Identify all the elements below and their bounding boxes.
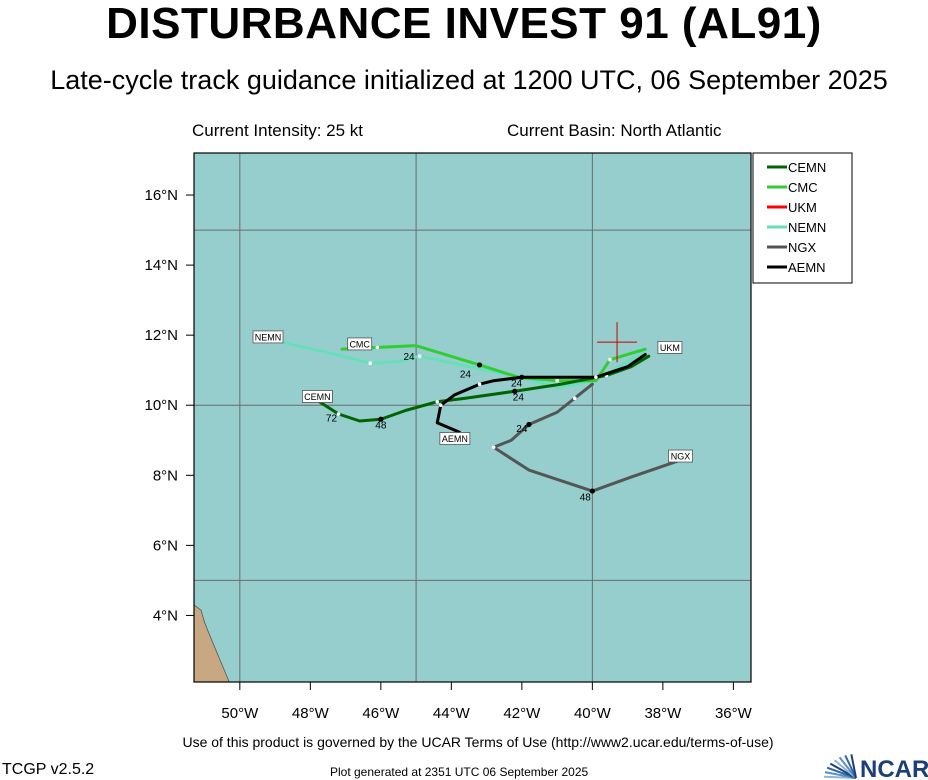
- ncar-logo-text: NCAR: [860, 756, 928, 780]
- lat-tick-label: 6°N: [153, 537, 178, 554]
- lat-tick-label: 10°N: [144, 397, 178, 414]
- model-tag-text: NGX: [671, 452, 691, 462]
- model-tag-box: [301, 390, 333, 403]
- model-tag-ngx: NGX: [668, 449, 693, 463]
- lon-tick-label: 46°W: [362, 705, 400, 722]
- version-label: TCGP v2.5.2: [2, 761, 95, 778]
- track-line-cmc: [340, 344, 647, 383]
- model-tag-text: CMC: [349, 339, 370, 349]
- lon-tick-label: 44°W: [433, 705, 471, 722]
- forecast-hour-label: 24: [460, 370, 472, 381]
- track-point-marker: [438, 403, 443, 408]
- land-area: [193, 604, 230, 683]
- model-tag-text: NEMN: [255, 332, 282, 342]
- track-point-marker: [435, 399, 440, 404]
- track-point-marker: [594, 375, 598, 380]
- forecast-hour-label: 24: [516, 424, 528, 435]
- track-line-cemn: [312, 354, 651, 423]
- model-tag-cmc: CMC: [347, 337, 373, 351]
- forecast-hour-label: 24: [403, 352, 415, 363]
- track-hour-dot: [526, 421, 532, 428]
- legend-label-cemn: CEMN: [788, 160, 826, 175]
- model-tag-box: [252, 330, 284, 344]
- model-tag-nemn: NEMN: [252, 330, 284, 344]
- model-tag-text: UKM: [660, 343, 680, 353]
- track-hour-dot: [519, 374, 525, 380]
- model-tag-box: [347, 337, 373, 351]
- track-point-marker: [572, 396, 577, 401]
- lon-tick-label: 50°W: [221, 705, 259, 722]
- track-line-ngx: [492, 382, 679, 493]
- track-hour-dot: [476, 362, 483, 368]
- forecast-hour-label: 24: [513, 392, 525, 403]
- lon-tick-label: 38°W: [644, 705, 682, 722]
- terms-of-use-notice: Use of this product is governed by the U…: [182, 734, 774, 750]
- lon-tick-label: 36°W: [715, 705, 753, 722]
- track-point-marker: [417, 354, 422, 358]
- track-point-marker: [375, 345, 380, 350]
- legend-label-cmc: CMC: [788, 180, 818, 195]
- lon-tick-label: 40°W: [574, 705, 612, 722]
- track-point-marker: [491, 445, 496, 450]
- lon-tick-label: 42°W: [503, 705, 541, 722]
- forecast-hour-label: 72: [326, 414, 338, 425]
- legend: CEMN CMC UKM NEMN NGX AEMN: [752, 152, 853, 284]
- track-point-marker: [336, 412, 341, 416]
- track-point-marker: [555, 378, 559, 383]
- ocean-background: [194, 153, 751, 682]
- legend-label-ukm: UKM: [788, 200, 817, 215]
- ncar-logo: NCAR: [824, 754, 928, 780]
- model-tag-box: [439, 432, 471, 445]
- current-basin: Current Basin: North Atlantic: [507, 121, 722, 140]
- lat-tick-label: 16°N: [144, 187, 178, 204]
- forecast-hour-label: 24: [511, 378, 523, 389]
- model-tag-box: [657, 341, 683, 354]
- track-point-marker: [477, 382, 482, 387]
- ncar-logo-ray: [850, 754, 857, 779]
- model-tag-cemn: CEMN: [301, 390, 333, 403]
- track-hour-dot: [512, 388, 518, 394]
- track-hour-dot: [378, 416, 384, 422]
- forecast-hour-label: 48: [580, 492, 592, 503]
- forecast-hour-label: 48: [375, 421, 387, 432]
- legend-label-aemn: AEMN: [788, 260, 826, 275]
- track-point-marker: [608, 357, 612, 362]
- legend-box: [752, 152, 853, 284]
- model-tag-text: CEMN: [304, 392, 331, 402]
- lat-tick-label: 14°N: [144, 257, 178, 274]
- track-hour-dot: [589, 488, 595, 494]
- lat-tick-label: 8°N: [153, 467, 178, 484]
- track-point-marker: [368, 361, 373, 365]
- track-line-aemn: [435, 352, 647, 435]
- model-tag-text: AEMN: [442, 434, 468, 444]
- ncar-logo-ray: [844, 754, 857, 779]
- model-tag-box: [668, 449, 693, 463]
- legend-label-nemn: NEMN: [788, 220, 826, 235]
- model-tag-aemn: AEMN: [439, 432, 471, 445]
- lon-tick-label: 48°W: [292, 705, 330, 722]
- page-subtitle: Late-cycle track guidance initialized at…: [50, 65, 888, 95]
- current-intensity: Current Intensity: 25 kt: [192, 121, 364, 140]
- page-title: DISTURBANCE INVEST 91 (AL91): [106, 0, 822, 48]
- lat-tick-label: 12°N: [144, 327, 178, 344]
- generated-timestamp: Plot generated at 2351 UTC 06 September …: [330, 765, 589, 779]
- model-tag-ukm: UKM: [657, 341, 683, 354]
- lat-tick-label: 4°N: [153, 607, 178, 624]
- legend-label-ngx: NGX: [788, 240, 817, 255]
- map-frame: [193, 152, 752, 683]
